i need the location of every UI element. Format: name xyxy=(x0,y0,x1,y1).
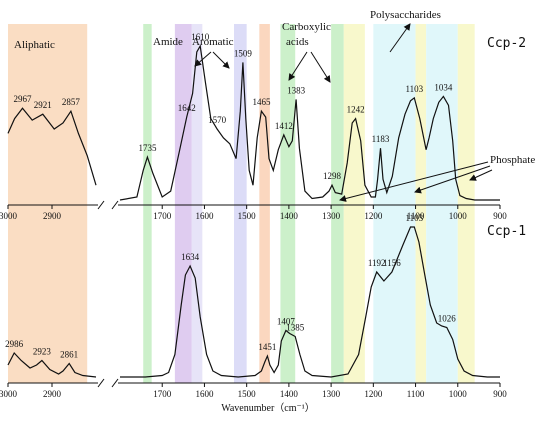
band-12 xyxy=(457,24,475,383)
peak-label-Ccp-2-1034: 1034 xyxy=(434,82,453,92)
axis-break-mark xyxy=(97,200,105,210)
tick-label-3000: 3000 xyxy=(0,389,18,399)
annotation-arrow-7 xyxy=(469,169,493,181)
peak-label-Ccp-2-1103: 1103 xyxy=(405,84,423,94)
peak-label-Ccp-2-1570: 1570 xyxy=(208,115,227,125)
band-5 xyxy=(259,24,270,383)
annotation-polysaccharides: Polysaccharides xyxy=(370,9,441,21)
peak-label-Ccp-2-1412: 1412 xyxy=(275,121,293,131)
annotation-layer: Aliphatic Amide Aromatic Carboxylic acids Pol… xyxy=(14,9,535,202)
tick-label-1400: 1400 xyxy=(280,211,299,221)
peak-label-Ccp-2-1465: 1465 xyxy=(252,97,271,107)
band-7 xyxy=(331,24,344,383)
band-4 xyxy=(234,24,247,383)
peak-label-Ccp-2-1642: 1642 xyxy=(178,103,196,113)
series-name-Ccp-2: Ccp-2 xyxy=(487,36,526,51)
tick-label-1000: 1000 xyxy=(449,389,468,399)
axis-break-mark xyxy=(111,200,119,210)
annotation-arrow-1 xyxy=(212,51,230,69)
tick-label-900: 900 xyxy=(493,211,507,221)
peak-label-Ccp-2-1735: 1735 xyxy=(138,143,157,153)
tick-label-1100: 1100 xyxy=(407,211,425,221)
peak-label-Ccp-2-1298: 1298 xyxy=(323,171,342,181)
band-10 xyxy=(415,24,427,383)
band-3 xyxy=(191,24,203,383)
band-8 xyxy=(343,24,365,383)
peak-label-Ccp-2-2857: 2857 xyxy=(62,97,81,107)
x-axis-label: Wavenumber（cm⁻¹） xyxy=(221,402,315,414)
axes-layer: 3000 2900 1700 1600 1500 1400 1300 1200 1100 1000… xyxy=(0,200,507,399)
peak-label-Ccp-1-1634: 1634 xyxy=(181,252,200,262)
annotation-phosphate: Phosphate xyxy=(490,154,535,166)
band-11 xyxy=(426,24,458,383)
tick-label-1700: 1700 xyxy=(153,211,172,221)
peak-label-Ccp-1-2923: 2923 xyxy=(33,347,52,357)
peak-label-Ccp-2-1509: 1509 xyxy=(234,48,253,58)
annotation-arrow-6 xyxy=(414,165,491,194)
band-6 xyxy=(280,24,296,383)
tick-label-1500: 1500 xyxy=(238,211,257,221)
peak-label-Ccp-1-1451: 1451 xyxy=(258,342,276,352)
tick-label-1100: 1100 xyxy=(407,389,425,399)
tick-label-2900: 2900 xyxy=(43,389,62,399)
annotation-arrow-3 xyxy=(310,51,331,83)
annotation-amide: Amide xyxy=(153,36,183,48)
annotation-arrow-0 xyxy=(194,51,212,67)
annotation-carboxylic: Carboxylic xyxy=(282,21,331,33)
annotation-acids: acids xyxy=(286,36,309,48)
axis-break-mark xyxy=(97,378,105,388)
spectrum-Ccp-2-left xyxy=(7,107,97,186)
series-name-Ccp-1: Ccp-1 xyxy=(487,224,526,239)
annotation-aromatic: Aromatic xyxy=(192,36,234,48)
annotation-arrow-4 xyxy=(389,23,411,53)
tick-label-1300: 1300 xyxy=(322,389,341,399)
peak-label-Ccp-1-1407: 1407 xyxy=(277,317,296,327)
tick-label-1600: 1600 xyxy=(195,389,214,399)
annotation-arrow-5 xyxy=(339,161,489,202)
tick-label-1200: 1200 xyxy=(364,389,383,399)
annotation-arrow-2 xyxy=(288,51,308,81)
tick-label-1200: 1200 xyxy=(364,211,383,221)
peak-label-Ccp-2-2967: 2967 xyxy=(14,94,33,104)
tick-label-1700: 1700 xyxy=(153,389,172,399)
spectrum-Ccp-2-right xyxy=(119,44,500,201)
band-9 xyxy=(373,24,416,383)
peak-label-Ccp-2-1383: 1383 xyxy=(287,85,306,95)
peak-label-Ccp-1-1026: 1026 xyxy=(438,314,457,324)
spectrum-Ccp-1-left xyxy=(7,351,97,378)
tick-label-2900: 2900 xyxy=(43,211,62,221)
spectrum-Ccp-1-right xyxy=(120,226,500,378)
spectra-layer xyxy=(7,44,500,378)
peak-label-Ccp-2-2921: 2921 xyxy=(34,100,52,110)
peak-label-Ccp-1-1156: 1156 xyxy=(383,258,401,268)
tick-label-1600: 1600 xyxy=(195,211,214,221)
tick-label-1400: 1400 xyxy=(280,389,299,399)
peak-label-Ccp-1-2861: 2861 xyxy=(60,350,78,360)
peak-label-Ccp-1-2986: 2986 xyxy=(5,339,24,349)
axis-break-mark xyxy=(111,378,119,388)
peak-label-Ccp-2-1610: 1610 xyxy=(191,32,210,42)
band-1 xyxy=(143,24,152,383)
band-layer xyxy=(8,24,475,383)
peak-label-Ccp-1-1192: 1192 xyxy=(368,258,386,268)
peak-label-Ccp-1-1385: 1385 xyxy=(286,323,305,333)
peak-label-Ccp-2-1242: 1242 xyxy=(347,105,365,115)
peak-label-Ccp-1-1103: 1103 xyxy=(405,213,423,223)
tick-label-3000: 3000 xyxy=(0,211,18,221)
tick-label-1300: 1300 xyxy=(322,211,341,221)
tick-label-900: 900 xyxy=(493,389,507,399)
peak-label-Ccp-2-1183: 1183 xyxy=(372,134,390,144)
band-0 xyxy=(8,24,88,383)
annotation-aliphatic: Aliphatic xyxy=(14,39,55,51)
tick-label-1000: 1000 xyxy=(449,211,468,221)
band-2 xyxy=(174,24,192,383)
tick-label-1500: 1500 xyxy=(238,389,257,399)
